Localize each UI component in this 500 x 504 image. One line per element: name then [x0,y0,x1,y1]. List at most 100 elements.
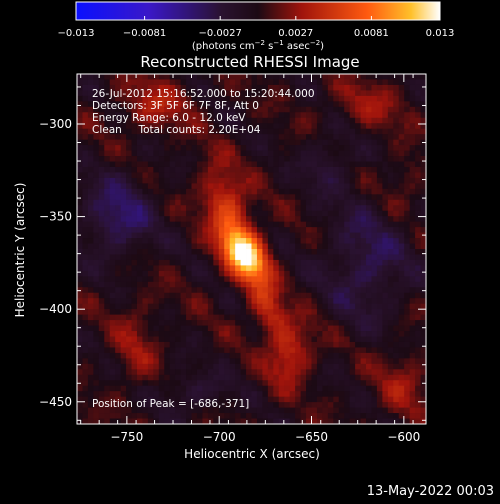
heatmap-cell [273,79,280,86]
heatmap-cell [98,298,105,305]
heatmap-cell [256,134,263,141]
heatmap-cell [311,281,318,288]
heatmap-cell [333,134,340,141]
heatmap-cell [251,385,258,392]
heatmap-cell [246,418,252,424]
heatmap-cell [126,259,132,266]
heatmap-cell [360,363,367,370]
heatmap-cell [262,292,269,299]
heatmap-cell [371,396,378,403]
heatmap-cell [153,128,160,135]
heatmap-cell [251,238,258,244]
heatmap-cell [229,281,236,288]
heatmap-cell [349,74,356,80]
heatmap-cell [115,106,122,113]
heatmap-cell [158,194,165,201]
heatmap-cell [246,117,252,124]
heatmap-cell [142,227,149,233]
heatmap-cell [289,183,296,190]
heatmap-cell [229,112,236,119]
heatmap-cell [246,380,252,387]
heatmap-cell [104,227,111,233]
heatmap-cell [109,221,116,228]
heatmap-cell [366,134,372,141]
heatmap-cell [109,166,116,173]
heatmap-cell [126,325,132,332]
heatmap-cell [398,336,405,343]
heatmap-cell [360,270,367,277]
heatmap-cell [82,309,89,316]
heatmap-cell [322,341,329,348]
heatmap-cell [398,227,405,233]
heatmap-cell [284,265,291,272]
heatmap-cell [131,385,138,392]
heatmap-cell [295,243,301,250]
heatmap-cell [382,292,389,299]
heatmap-cell [295,303,301,310]
heatmap-cell [218,363,225,370]
heatmap-cell [126,221,132,228]
heatmap-cell [322,106,329,113]
heatmap-cell [311,221,318,228]
heatmap-cell [415,265,421,272]
heatmap-cell [175,101,182,108]
heatmap-cell [229,150,236,157]
heatmap-cell [327,320,334,326]
heatmap-cell [284,249,291,255]
heatmap-cell [104,216,111,223]
heatmap-cell [349,276,356,283]
heatmap-cell [349,287,356,294]
heatmap-cell [186,402,192,408]
heatmap-cell [273,183,280,190]
heatmap-cell [256,303,263,310]
heatmap-cell [104,117,111,124]
heatmap-cell [169,314,176,321]
heatmap-cell [267,123,274,130]
heatmap-cell [164,106,171,113]
heatmap-cell [164,385,171,392]
heatmap-cell [278,249,285,255]
heatmap-cell [153,391,160,398]
heatmap-cell [153,396,160,403]
heatmap-cell [349,134,356,141]
heatmap-cell [147,79,154,86]
heatmap-cell [126,314,132,321]
heatmap-cell [93,341,100,348]
heatmap-cell [366,418,372,424]
heatmap-cell [213,314,220,321]
heatmap-cell [376,341,383,348]
heatmap-cell [213,363,220,370]
heatmap-cell [213,309,220,316]
heatmap-cell [213,95,220,102]
heatmap-cell [126,123,132,130]
heatmap-cell [387,385,394,392]
heatmap-cell [415,418,421,424]
heatmap-cell [191,396,198,403]
heatmap-cell [169,177,176,184]
heatmap-cell [175,134,182,141]
heatmap-cell [415,309,421,316]
heatmap-cell [382,270,389,277]
heatmap-cell [371,90,378,97]
heatmap-cell [142,243,149,250]
heatmap-cell [300,341,307,348]
heatmap-cell [366,117,372,124]
heatmap-cell [267,166,274,173]
heatmap-cell [355,407,361,414]
heatmap-cell [207,90,214,97]
heatmap-cell [164,259,171,266]
heatmap-cell [251,183,258,190]
heatmap-cell [77,259,83,266]
heatmap-cell [409,347,416,354]
heatmap-cell [207,216,214,223]
heatmap-cell [300,106,307,113]
heatmap-cell [169,254,176,261]
heatmap-cell [115,238,122,244]
heatmap-cell [262,413,269,419]
heatmap-cell [284,270,291,277]
heatmap-cell [393,407,400,414]
heatmap-cell [213,128,220,135]
heatmap-cell [262,210,269,217]
heatmap-cell [344,358,351,365]
heatmap-cell [349,369,356,376]
